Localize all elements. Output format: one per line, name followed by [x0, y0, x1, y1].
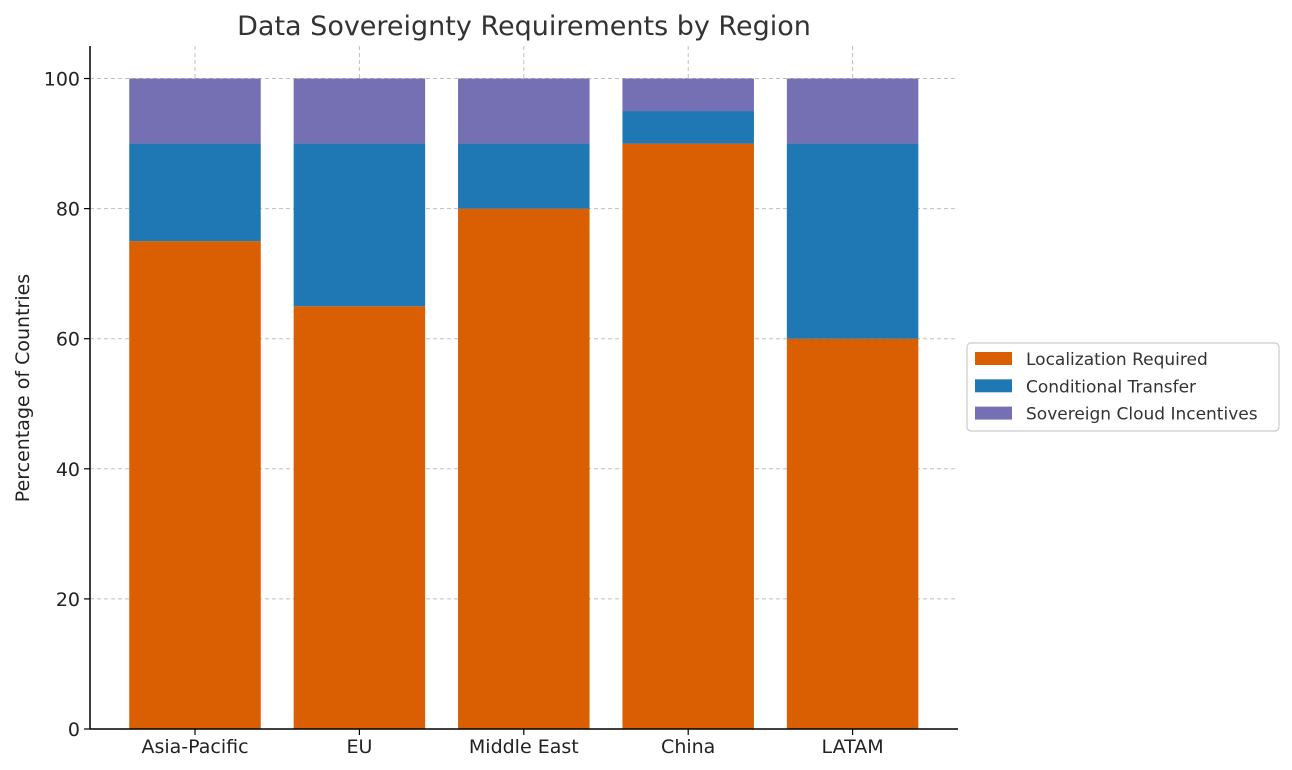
tick-labels: 0 20 40 60 80 100 Asia-Pacific EU Middle East Chi… — [44, 69, 884, 758]
bar-segment — [786, 143, 919, 339]
legend-label: Sovereign Cloud Incentives — [1026, 405, 1258, 425]
bar-segment — [622, 111, 754, 144]
bar-segment — [458, 78, 590, 144]
bar-segment — [622, 78, 754, 112]
legend: Localization Required Conditional Transfe… — [966, 342, 1280, 432]
bar-segment — [129, 241, 261, 729]
bar-segment — [129, 143, 261, 242]
bar-segment — [293, 143, 426, 307]
y-tick-label: 20 — [56, 589, 80, 611]
chart-title: Data Sovereignty Requirements by Region — [237, 11, 811, 42]
bar-segment — [458, 208, 590, 730]
y-tick-label: 60 — [56, 329, 80, 351]
legend-swatch — [975, 406, 1012, 420]
y-tick-label: 40 — [56, 459, 80, 481]
bar-segment — [293, 306, 426, 729]
y-axis-title: Percentage of Countries — [12, 274, 34, 502]
legend-swatch — [975, 379, 1012, 393]
x-tick-label: EU — [346, 736, 372, 758]
legend-swatch — [975, 352, 1012, 365]
bar-segment — [622, 143, 754, 730]
legend-label: Localization Required — [1026, 350, 1208, 370]
bar-segment — [786, 338, 919, 729]
bar-segment — [458, 143, 590, 209]
legend-box — [966, 342, 1280, 432]
y-tick-label: 100 — [44, 69, 80, 91]
x-tick-label: LATAM — [822, 736, 884, 758]
bar-segment — [129, 78, 261, 144]
bars — [129, 78, 919, 730]
axes — [84, 46, 958, 735]
legend-label: Conditional Transfer — [1026, 377, 1196, 397]
bar-segment — [293, 78, 426, 144]
x-tick-label: Asia-Pacific — [141, 736, 248, 758]
y-tick-label: 0 — [68, 719, 80, 741]
x-tick-label: China — [661, 736, 715, 758]
y-tick-label: 80 — [56, 199, 80, 221]
x-tick-label: Middle East — [469, 736, 579, 758]
bar-segment — [786, 78, 919, 144]
